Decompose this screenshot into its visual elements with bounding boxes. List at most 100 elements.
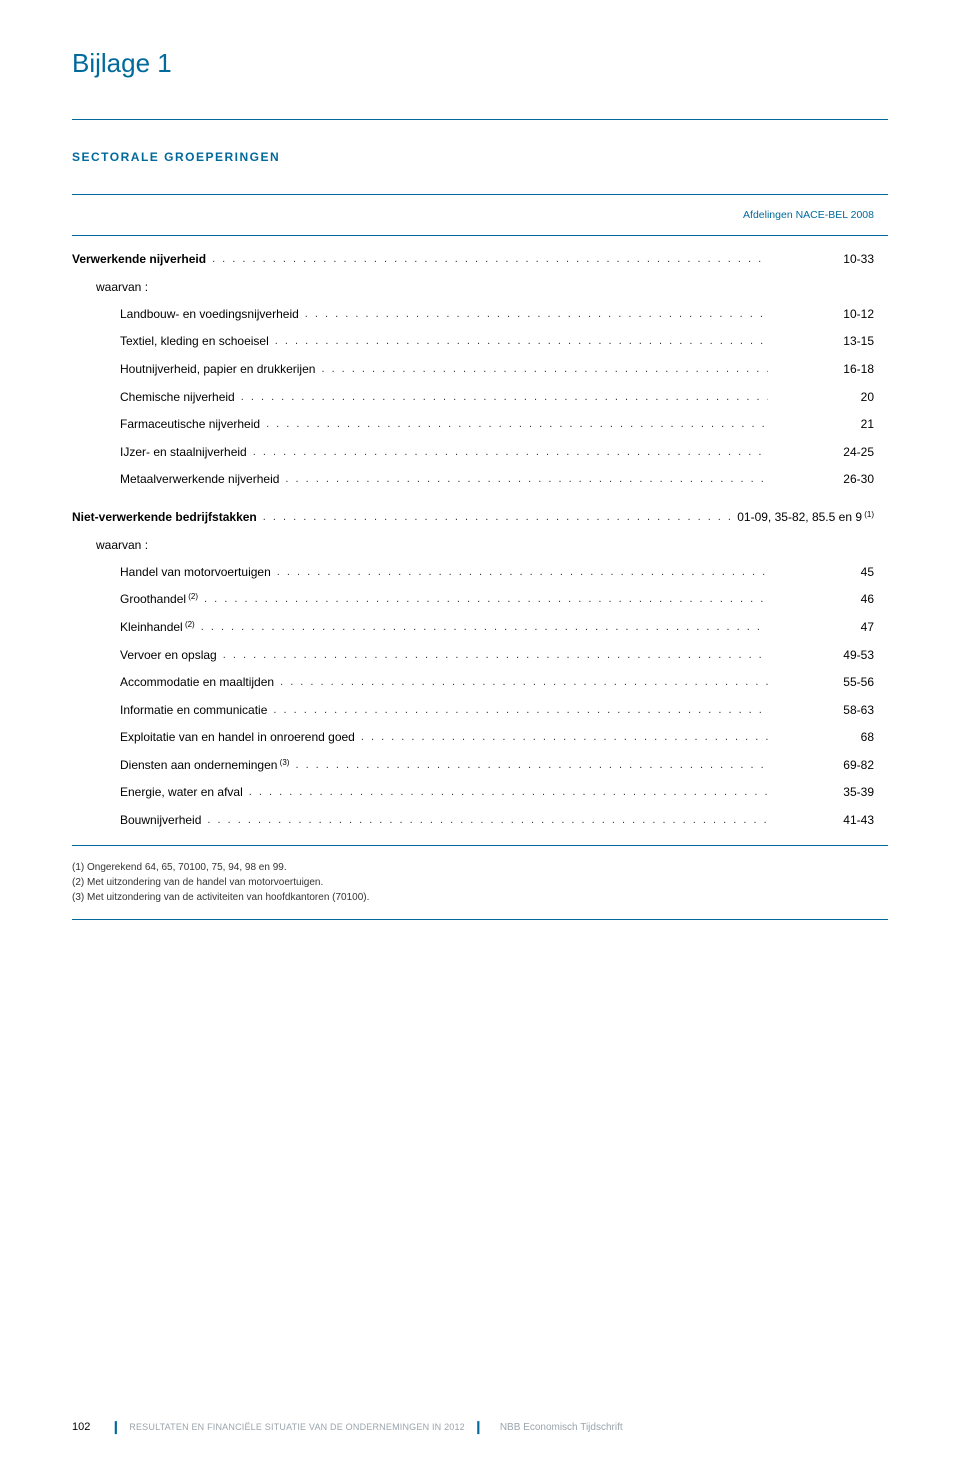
table-header-row: Afdelingen NACE-BEL 2008 <box>72 195 888 236</box>
table-row: Chemische nijverheid . . . . . . . . . .… <box>72 384 888 412</box>
section-title: SECTORALE GROEPERINGEN <box>72 150 888 164</box>
row-value: 13-15 <box>768 332 888 351</box>
row-label: waarvan : <box>72 278 148 297</box>
table-row: Landbouw- en voedingsnijverheid . . . . … <box>72 301 888 329</box>
row-label: Diensten aan ondernemingen (3) <box>72 756 289 775</box>
row-label: Niet-verwerkende bedrijfstakken <box>72 508 257 527</box>
leader-dots: . . . . . . . . . . . . . . . . . . . . … <box>355 729 768 747</box>
table-row: IJzer- en staalnijverheid . . . . . . . … <box>72 439 888 467</box>
row-label: Textiel, kleding en schoeisel <box>72 332 269 351</box>
row-label: Verwerkende nijverheid <box>72 250 206 269</box>
page-footer: 102 ❙ RESULTATEN EN FINANCIËLE SITUATIE … <box>72 1419 888 1435</box>
table-row: Kleinhandel (2) . . . . . . . . . . . . … <box>72 614 888 642</box>
row-value: 21 <box>768 415 888 434</box>
column-header: Afdelingen NACE-BEL 2008 <box>743 209 888 221</box>
label-superscript: (2) <box>186 592 198 601</box>
leader-dots: . . . . . . . . . . . . . . . . . . . . … <box>267 702 768 720</box>
spacer-row <box>72 494 888 504</box>
footnotes: (1) Ongerekend 64, 65, 70100, 75, 94, 98… <box>72 846 888 920</box>
table-row: Houtnijverheid, papier en drukkerijen . … <box>72 356 888 384</box>
row-value: 10-33 <box>768 250 888 269</box>
leader-dots: . . . . . . . . . . . . . . . . . . . . … <box>201 812 768 830</box>
table-row: Metaalverwerkende nijverheid . . . . . .… <box>72 466 888 494</box>
footnote: (1) Ongerekend 64, 65, 70100, 75, 94, 98… <box>72 860 888 875</box>
leader-dots: . . . . . . . . . . . . . . . . . . . . … <box>269 333 768 351</box>
table-row: waarvan : <box>72 532 888 559</box>
footer-separator: ❙ <box>110 1419 121 1435</box>
row-label: Chemische nijverheid <box>72 388 235 407</box>
row-label: Energie, water en afval <box>72 783 243 802</box>
page-title: Bijlage 1 <box>72 48 888 79</box>
footnote: (2) Met uitzondering van de handel van m… <box>72 875 888 890</box>
table-row: Farmaceutische nijverheid . . . . . . . … <box>72 411 888 439</box>
row-value: 47 <box>768 618 888 637</box>
leader-dots: . . . . . . . . . . . . . . . . . . . . … <box>217 647 768 665</box>
row-label: Landbouw- en voedingsnijverheid <box>72 305 299 324</box>
row-value: 55-56 <box>768 673 888 692</box>
leader-dots: . . . . . . . . . . . . . . . . . . . . … <box>257 509 737 527</box>
title-divider <box>72 119 888 120</box>
row-value: 10-12 <box>768 305 888 324</box>
row-value: 49-53 <box>768 646 888 665</box>
leader-dots: . . . . . . . . . . . . . . . . . . . . … <box>289 757 768 775</box>
row-label: waarvan : <box>72 536 148 555</box>
leader-dots: . . . . . . . . . . . . . . . . . . . . … <box>198 591 768 609</box>
row-value: 16-18 <box>768 360 888 379</box>
row-label: Informatie en communicatie <box>72 701 267 720</box>
table-row: Vervoer en opslag . . . . . . . . . . . … <box>72 642 888 670</box>
row-label: IJzer- en staalnijverheid <box>72 443 247 462</box>
table-row: Handel van motorvoertuigen . . . . . . .… <box>72 559 888 587</box>
leader-dots: . . . . . . . . . . . . . . . . . . . . … <box>271 564 768 582</box>
row-label: Metaalverwerkende nijverheid <box>72 470 279 489</box>
row-value: 45 <box>768 563 888 582</box>
row-label: Bouwnijverheid <box>72 811 201 830</box>
row-label: Exploitatie van en handel in onroerend g… <box>72 728 355 747</box>
footer-left-text: RESULTATEN EN FINANCIËLE SITUATIE VAN DE… <box>129 1422 465 1432</box>
table-row: Energie, water en afval . . . . . . . . … <box>72 779 888 807</box>
table-row: Verwerkende nijverheid . . . . . . . . .… <box>72 246 888 274</box>
footer-publication: NBB Economisch Tijdschrift <box>500 1422 623 1433</box>
leader-dots: . . . . . . . . . . . . . . . . . . . . … <box>195 619 768 637</box>
leader-dots: . . . . . . . . . . . . . . . . . . . . … <box>315 361 768 379</box>
footer-separator: ❙ <box>473 1419 484 1435</box>
leader-dots: . . . . . . . . . . . . . . . . . . . . … <box>206 251 768 269</box>
row-label: Handel van motorvoertuigen <box>72 563 271 582</box>
leader-dots: . . . . . . . . . . . . . . . . . . . . … <box>260 416 768 434</box>
row-value: 69-82 <box>768 756 888 775</box>
table-row: Diensten aan ondernemingen (3) . . . . .… <box>72 752 888 780</box>
table-row: Textiel, kleding en schoeisel . . . . . … <box>72 328 888 356</box>
leader-dots: . . . . . . . . . . . . . . . . . . . . … <box>243 784 768 802</box>
label-superscript: (2) <box>183 620 195 629</box>
table-row: Exploitatie van en handel in onroerend g… <box>72 724 888 752</box>
leader-dots: . . . . . . . . . . . . . . . . . . . . … <box>247 444 768 462</box>
row-value: 46 <box>768 590 888 609</box>
row-value: 68 <box>768 728 888 747</box>
row-label: Vervoer en opslag <box>72 646 217 665</box>
row-value: 26-30 <box>768 470 888 489</box>
leader-dots: . . . . . . . . . . . . . . . . . . . . … <box>279 471 768 489</box>
table-row: waarvan : <box>72 274 888 301</box>
row-label: Kleinhandel (2) <box>72 618 195 637</box>
row-value: 20 <box>768 388 888 407</box>
value-superscript: (1) <box>862 510 874 519</box>
footnote: (3) Met uitzondering van de activiteiten… <box>72 890 888 905</box>
table-body: Verwerkende nijverheid . . . . . . . . .… <box>72 236 888 846</box>
leader-dots: . . . . . . . . . . . . . . . . . . . . … <box>235 389 768 407</box>
table-row: Accommodatie en maaltijden . . . . . . .… <box>72 669 888 697</box>
row-label: Accommodatie en maaltijden <box>72 673 274 692</box>
row-value: 35-39 <box>768 783 888 802</box>
label-superscript: (3) <box>277 758 289 767</box>
table-row: Groothandel (2) . . . . . . . . . . . . … <box>72 586 888 614</box>
table-row: Informatie en communicatie . . . . . . .… <box>72 697 888 725</box>
table-row: Bouwnijverheid . . . . . . . . . . . . .… <box>72 807 888 835</box>
table-row: Niet-verwerkende bedrijfstakken . . . . … <box>72 504 888 532</box>
row-value: 41-43 <box>768 811 888 830</box>
row-value: 58-63 <box>768 701 888 720</box>
row-label: Houtnijverheid, papier en drukkerijen <box>72 360 315 379</box>
page-number: 102 <box>72 1421 90 1433</box>
leader-dots: . . . . . . . . . . . . . . . . . . . . … <box>274 674 768 692</box>
row-label: Farmaceutische nijverheid <box>72 415 260 434</box>
sector-table: Afdelingen NACE-BEL 2008 Verwerkende nij… <box>72 194 888 920</box>
row-value: 24-25 <box>768 443 888 462</box>
leader-dots: . . . . . . . . . . . . . . . . . . . . … <box>299 306 768 324</box>
